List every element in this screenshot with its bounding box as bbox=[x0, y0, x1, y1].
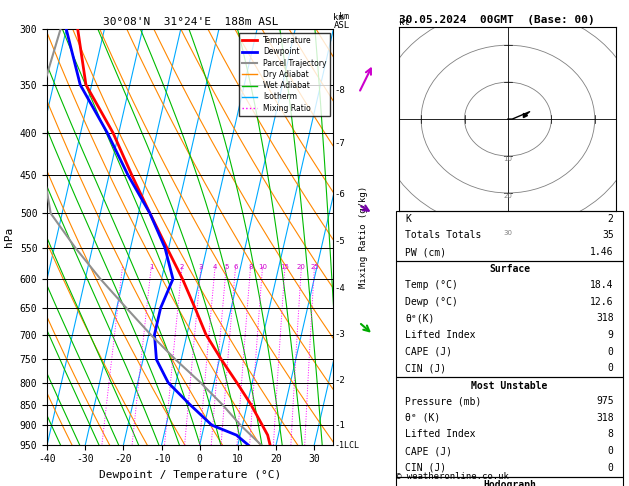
Text: 20: 20 bbox=[503, 193, 513, 199]
Text: 18.4: 18.4 bbox=[590, 280, 614, 290]
Text: 1.46: 1.46 bbox=[590, 247, 614, 257]
Text: -1LCL: -1LCL bbox=[335, 441, 359, 451]
Text: 1: 1 bbox=[149, 264, 153, 270]
Title: 30°08'N  31°24'E  188m ASL: 30°08'N 31°24'E 188m ASL bbox=[103, 17, 278, 27]
Text: 10: 10 bbox=[503, 156, 513, 162]
Text: Most Unstable: Most Unstable bbox=[471, 381, 548, 391]
Text: 6: 6 bbox=[233, 264, 238, 270]
Text: θᵉ (K): θᵉ (K) bbox=[405, 413, 440, 423]
Bar bbox=[396, 377, 623, 477]
Text: CAPE (J): CAPE (J) bbox=[405, 446, 452, 456]
Text: Pressure (mb): Pressure (mb) bbox=[405, 396, 482, 406]
Text: Lifted Index: Lifted Index bbox=[405, 430, 476, 439]
Text: -6: -6 bbox=[335, 190, 345, 199]
Bar bbox=[396, 477, 623, 486]
Text: 9: 9 bbox=[608, 330, 614, 340]
Text: 30.05.2024  00GMT  (Base: 00): 30.05.2024 00GMT (Base: 00) bbox=[399, 15, 595, 25]
Text: Temp (°C): Temp (°C) bbox=[405, 280, 458, 290]
Text: 20: 20 bbox=[297, 264, 306, 270]
Text: 12.6: 12.6 bbox=[590, 297, 614, 307]
Text: ASL: ASL bbox=[333, 21, 350, 30]
Text: 318: 318 bbox=[596, 313, 614, 323]
Text: CIN (J): CIN (J) bbox=[405, 363, 447, 373]
Text: 25: 25 bbox=[310, 264, 319, 270]
Text: CAPE (J): CAPE (J) bbox=[405, 347, 452, 357]
Text: km: km bbox=[340, 12, 349, 21]
Text: Mixing Ratio (g/kg): Mixing Ratio (g/kg) bbox=[359, 186, 368, 288]
Text: 10: 10 bbox=[258, 264, 267, 270]
Text: Lifted Index: Lifted Index bbox=[405, 330, 476, 340]
Bar bbox=[396, 261, 623, 377]
Text: -2: -2 bbox=[335, 376, 345, 385]
Text: 0: 0 bbox=[608, 347, 614, 357]
Text: 15: 15 bbox=[281, 264, 289, 270]
Text: -3: -3 bbox=[335, 330, 345, 339]
Legend: Temperature, Dewpoint, Parcel Trajectory, Dry Adiabat, Wet Adiabat, Isotherm, Mi: Temperature, Dewpoint, Parcel Trajectory… bbox=[238, 33, 330, 116]
Text: km: km bbox=[333, 13, 344, 22]
Text: θᵉ(K): θᵉ(K) bbox=[405, 313, 435, 323]
Text: 30: 30 bbox=[503, 230, 513, 236]
Text: -7: -7 bbox=[335, 139, 345, 148]
Text: K: K bbox=[405, 214, 411, 224]
Text: -1: -1 bbox=[335, 421, 345, 430]
Text: 318: 318 bbox=[596, 413, 614, 423]
Bar bbox=[396, 211, 623, 261]
Text: 4: 4 bbox=[213, 264, 217, 270]
Text: 2: 2 bbox=[608, 214, 614, 224]
Text: 975: 975 bbox=[596, 396, 614, 406]
X-axis label: Dewpoint / Temperature (°C): Dewpoint / Temperature (°C) bbox=[99, 470, 281, 480]
Text: © weatheronline.co.uk: © weatheronline.co.uk bbox=[396, 472, 509, 481]
Text: 0: 0 bbox=[608, 363, 614, 373]
Text: Dewp (°C): Dewp (°C) bbox=[405, 297, 458, 307]
Text: -4: -4 bbox=[335, 284, 345, 293]
Text: 8: 8 bbox=[248, 264, 253, 270]
Text: 3: 3 bbox=[199, 264, 203, 270]
Text: 8: 8 bbox=[608, 430, 614, 439]
Text: -5: -5 bbox=[335, 237, 345, 246]
Text: kt: kt bbox=[399, 17, 410, 27]
Text: 0: 0 bbox=[608, 463, 614, 473]
Text: 5: 5 bbox=[224, 264, 228, 270]
Text: PW (cm): PW (cm) bbox=[405, 247, 447, 257]
Text: Totals Totals: Totals Totals bbox=[405, 230, 482, 241]
Text: CIN (J): CIN (J) bbox=[405, 463, 447, 473]
Text: -8: -8 bbox=[335, 87, 345, 95]
Y-axis label: hPa: hPa bbox=[4, 227, 14, 247]
Text: 2: 2 bbox=[180, 264, 184, 270]
Text: km: km bbox=[340, 0, 349, 4]
Text: Hodograph: Hodograph bbox=[483, 480, 536, 486]
Text: 0: 0 bbox=[608, 446, 614, 456]
Text: Surface: Surface bbox=[489, 264, 530, 275]
Text: 35: 35 bbox=[602, 230, 614, 241]
